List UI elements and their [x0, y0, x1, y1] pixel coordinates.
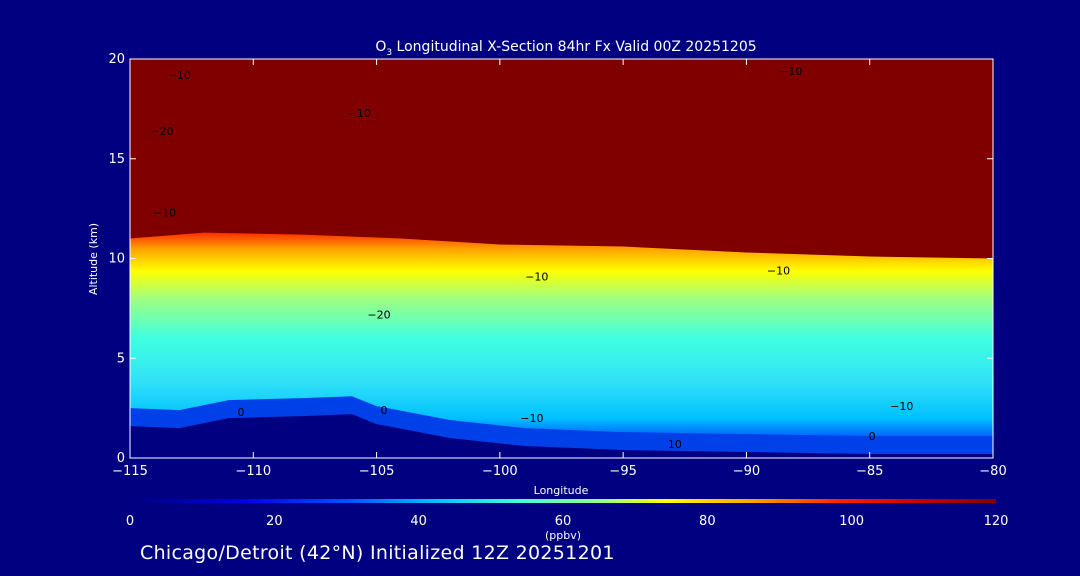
contour-label-2: −10 [153, 207, 176, 220]
contour-label-4: −10 [779, 65, 802, 78]
contour-label-9: −10 [890, 400, 913, 413]
x-tick-label-3: −100 [482, 464, 518, 479]
terrain [130, 414, 993, 458]
colorbar-tick-label-1: 20 [266, 514, 283, 529]
colorbar-tick-label-5: 100 [839, 514, 864, 529]
footer-initialized-text: Chicago/Detroit (42°N) Initialized 12Z 2… [140, 542, 615, 564]
contour-label-6: −10 [767, 264, 790, 277]
colorbar-tick-label-0: 0 [126, 514, 134, 529]
colorbar-tick-label-3: 60 [555, 514, 572, 529]
colorbar-unit-label: (ppbv) [545, 529, 581, 542]
y-tick-label-0: 0 [117, 451, 125, 466]
x-tick-label-0: −115 [112, 464, 148, 479]
y-tick-label-3: 15 [108, 152, 125, 167]
contour-label-0: −10 [168, 69, 191, 82]
contour-label-7: −20 [367, 308, 390, 321]
x-tick-label-4: −95 [609, 464, 636, 479]
x-tick-label-2: −105 [359, 464, 395, 479]
colorbar: (ppbv) 0 20 40 60 80 100 120 [126, 499, 1009, 542]
y-tick-label-4: 20 [108, 52, 125, 67]
contour-label-13: 10 [668, 438, 682, 451]
contour-label-8: −10 [520, 412, 543, 425]
title-text: Longitudinal X-Section 84hr Fx Valid 00Z… [392, 39, 757, 55]
x-axis-label: Longitude [534, 484, 589, 497]
colorbar-tick-label-6: 120 [984, 514, 1009, 529]
y-tick-label-1: 5 [117, 351, 125, 366]
colorbar-tick-label-2: 40 [410, 514, 427, 529]
contour-label-3: −10 [348, 107, 371, 120]
y-axis-label: Altitude (km) [87, 223, 100, 295]
plot-area: −10 −20 −10 −10 −10 −10 −10 −20 −10 −10 0 0 0 10 [130, 59, 993, 458]
contour-label-12: 0 [869, 430, 876, 443]
contour-label-1: −20 [150, 125, 173, 138]
title-subscript: 3 [386, 48, 392, 58]
x-tick-label-6: −85 [856, 464, 883, 479]
contour-label-5: −10 [525, 270, 548, 283]
colorbar-tick-label-4: 80 [699, 514, 716, 529]
y-tick-label-2: 10 [108, 252, 125, 267]
title-prefix: O [375, 39, 386, 55]
x-tick-label-7: −80 [979, 464, 1006, 479]
contour-label-11: 0 [380, 404, 387, 417]
x-tick-label-5: −90 [733, 464, 760, 479]
x-tick-label-1: −110 [235, 464, 271, 479]
stratosphere-region [130, 59, 993, 259]
contour-label-10: 0 [237, 406, 244, 419]
colorbar-gradient [130, 499, 996, 503]
chart-title: O3 Longitudinal X-Section 84hr Fx Valid … [375, 39, 756, 58]
